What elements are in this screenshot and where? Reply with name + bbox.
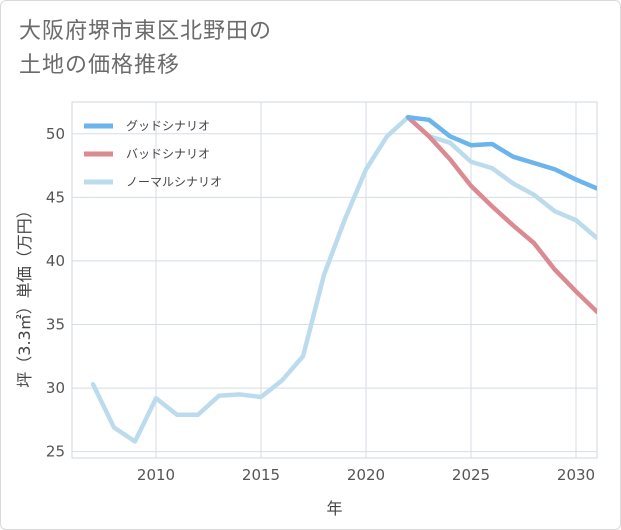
series-line-0 <box>405 115 597 191</box>
x-axis-label: 年 <box>326 499 342 518</box>
legend-label-2: ノーマルシナリオ <box>126 175 222 189</box>
y-tick-label: 45 <box>46 188 65 206</box>
x-tick-label: 2020 <box>347 466 385 484</box>
x-tick-label: 2025 <box>452 466 490 484</box>
axes: 2010 2015 2020 2025 2030 25 30 35 40 45 50 <box>46 101 598 484</box>
y-tick-label: 50 <box>46 125 65 143</box>
x-tick-label: 2030 <box>557 466 595 484</box>
series-lines <box>90 115 597 444</box>
chart-title: 大阪府堺市東区北野田の 土地の価格推移 <box>19 15 272 83</box>
y-tick-label: 35 <box>46 316 65 334</box>
y-tick-label: 40 <box>46 252 65 270</box>
chart-title-line1: 大阪府堺市東区北野田の <box>19 19 273 44</box>
x-tick-label: 2010 <box>137 466 175 484</box>
plot-frame <box>71 101 598 459</box>
chart-title-line2: 土地の価格推移 <box>19 53 181 78</box>
y-tick-label: 25 <box>46 443 65 461</box>
series-line-2 <box>90 115 597 444</box>
legend-label-0: グッドシナリオ <box>126 119 210 133</box>
y-axis-label: 坪（3.3㎡）単価（万円） <box>15 202 34 387</box>
series-line-1 <box>405 115 597 315</box>
x-tick-label: 2015 <box>242 466 280 484</box>
y-tick-label: 30 <box>46 379 65 397</box>
legend-label-1: バッドシナリオ <box>126 147 210 161</box>
